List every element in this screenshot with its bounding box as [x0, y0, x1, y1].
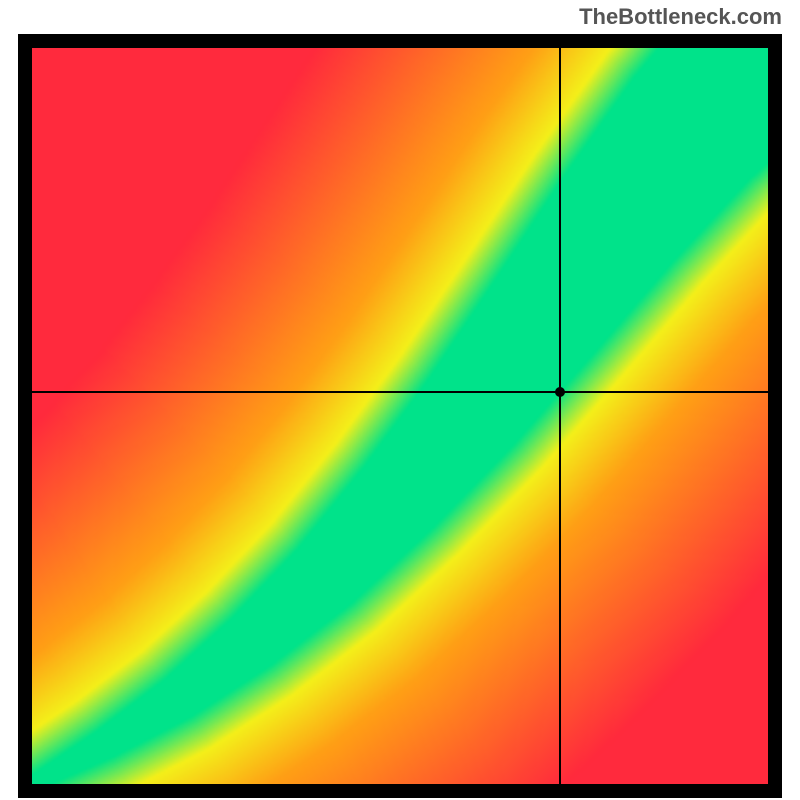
crosshair-vertical [559, 48, 561, 784]
chart-container: TheBottleneck.com [0, 0, 800, 800]
heatmap-canvas [32, 48, 768, 784]
attribution-text: TheBottleneck.com [579, 4, 782, 30]
crosshair-horizontal [32, 391, 768, 393]
